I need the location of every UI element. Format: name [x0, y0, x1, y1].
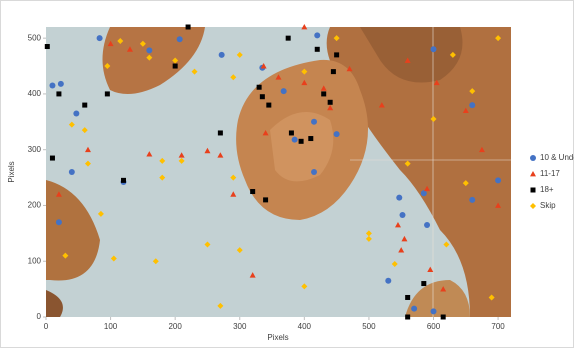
page: {"chart_data": {"type": "scatter", "xlab… — [0, 0, 574, 348]
point — [495, 177, 501, 183]
point — [97, 35, 103, 41]
point — [69, 169, 75, 175]
point — [73, 110, 79, 116]
point — [218, 130, 223, 135]
point — [311, 169, 317, 175]
point — [431, 308, 437, 314]
point — [431, 46, 437, 52]
point — [146, 47, 152, 53]
legend-label: 11-17 — [540, 169, 560, 178]
point — [49, 83, 55, 89]
y-axis-label: Pixels — [7, 161, 16, 182]
point — [281, 88, 287, 94]
point — [334, 131, 340, 137]
point — [257, 85, 262, 90]
x-tick-label: 0 — [44, 322, 49, 331]
point — [45, 44, 50, 49]
legend-label: 10 & Under — [540, 153, 574, 162]
x-tick-label: 400 — [298, 322, 312, 331]
point — [469, 197, 475, 203]
point — [334, 52, 339, 57]
legend-label: 18+ — [540, 185, 554, 194]
point — [299, 139, 304, 144]
y-tick-label: 400 — [28, 89, 42, 98]
point — [315, 47, 320, 52]
x-tick-label: 300 — [233, 322, 247, 331]
x-tick-label: 100 — [104, 322, 118, 331]
legend-label: Skip — [540, 201, 556, 210]
point — [469, 102, 475, 108]
x-tick-label: 600 — [427, 322, 441, 331]
point — [289, 130, 294, 135]
point — [396, 195, 402, 201]
point — [260, 94, 265, 99]
y-tick-label: 200 — [28, 201, 42, 210]
y-tick-label: 300 — [28, 145, 42, 154]
background-image — [46, 27, 511, 317]
point — [82, 103, 87, 108]
point — [58, 81, 64, 87]
x-tick-label: 500 — [362, 322, 376, 331]
point — [331, 69, 336, 74]
point — [286, 36, 291, 41]
point — [405, 295, 410, 300]
legend-marker — [531, 188, 536, 193]
point — [50, 156, 55, 161]
point — [186, 25, 191, 30]
point — [250, 189, 255, 194]
legend-marker — [530, 155, 536, 161]
point — [411, 306, 417, 312]
y-tick-label: 0 — [37, 312, 42, 321]
point — [424, 222, 430, 228]
y-tick-label: 500 — [28, 33, 42, 42]
point — [314, 32, 320, 38]
point — [328, 100, 333, 105]
point — [385, 278, 391, 284]
point — [400, 212, 406, 218]
x-axis-label: Pixels — [267, 333, 288, 342]
point — [421, 281, 426, 286]
point — [266, 103, 271, 108]
point — [405, 315, 410, 320]
point — [56, 91, 61, 96]
point — [105, 91, 110, 96]
chart: Pixels Pixels 0 100 200 300 400 500 600 700 0 100… — [0, 0, 574, 348]
x-tick-label: 700 — [491, 322, 505, 331]
point — [219, 52, 225, 58]
point — [308, 136, 313, 141]
y-tick-label: 100 — [28, 256, 42, 265]
point — [263, 197, 268, 202]
x-tick-label: 200 — [168, 322, 182, 331]
point — [292, 137, 298, 143]
point — [177, 36, 183, 42]
point — [121, 178, 126, 183]
point — [321, 91, 326, 96]
point — [56, 219, 62, 225]
point — [311, 119, 317, 125]
point — [173, 64, 178, 69]
point — [441, 315, 446, 320]
